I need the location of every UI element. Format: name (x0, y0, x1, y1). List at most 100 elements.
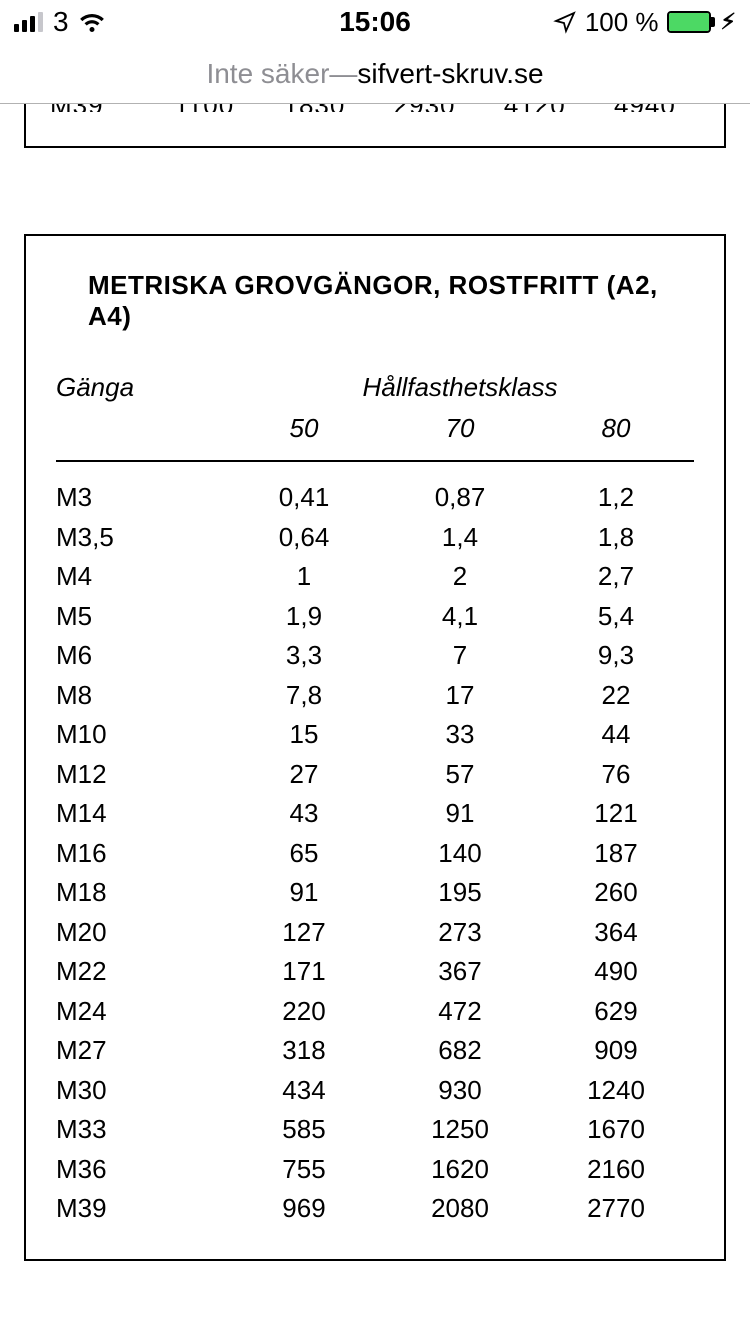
cell-value: 7 (382, 636, 538, 676)
cell-thread: M36 (56, 1150, 226, 1190)
table-row: M3675516202160 (56, 1150, 694, 1190)
cell-value: 15 (226, 715, 382, 755)
cell-thread: M30 (56, 1071, 226, 1111)
table-row: M30,410,871,2 (56, 478, 694, 518)
header-left: Gänga (56, 372, 226, 403)
cell-value: 3,3 (226, 636, 382, 676)
cell-thread: M18 (56, 873, 226, 913)
cell-value: 1620 (382, 1150, 538, 1190)
cell-value: 140 (382, 834, 538, 874)
carrier-label: 3 (53, 6, 69, 38)
cell-thread: M10 (56, 715, 226, 755)
table-row: M1891195260 (56, 873, 694, 913)
cell-value: 65 (226, 834, 382, 874)
main-table-card: METRISKA GROVGÄNGOR, ROSTFRITT (A2, A4) … (24, 234, 726, 1261)
cell-value: 629 (538, 992, 694, 1032)
cell-thread: M27 (56, 1031, 226, 1071)
cell-value: 1,9 (226, 597, 382, 637)
signal-bars-icon (14, 12, 43, 32)
battery-fill (669, 13, 709, 31)
url-bar[interactable]: Inte säker — sifvert-skruv.se (0, 44, 750, 104)
table-row: M51,94,15,4 (56, 597, 694, 637)
cell-value: 273 (382, 913, 538, 953)
cell-value: 1,4 (382, 518, 538, 558)
cell-thread: M22 (56, 952, 226, 992)
cell-value: 2080 (382, 1189, 538, 1229)
cell: M39 (50, 104, 149, 112)
cell-value: 0,87 (382, 478, 538, 518)
cell-thread: M6 (56, 636, 226, 676)
cell-value: 318 (226, 1031, 382, 1071)
table-header-row: Gänga Hållfasthetsklass (56, 372, 694, 403)
cell-value: 220 (226, 992, 382, 1032)
cell-thread: M4 (56, 557, 226, 597)
cell-thread: M3,5 (56, 518, 226, 558)
cell: 4120 (480, 104, 590, 112)
cell-thread: M5 (56, 597, 226, 637)
cell-value: 2160 (538, 1150, 694, 1190)
table-row: M3358512501670 (56, 1110, 694, 1150)
table-row: M20127273364 (56, 913, 694, 953)
cell-value: 260 (538, 873, 694, 913)
cell-value: 121 (538, 794, 694, 834)
cell-value: 57 (382, 755, 538, 795)
table-row: M22171367490 (56, 952, 694, 992)
cell-value: 195 (382, 873, 538, 913)
table-row: M4122,7 (56, 557, 694, 597)
cell-value: 1250 (382, 1110, 538, 1150)
cell-value: 2,7 (538, 557, 694, 597)
cell-value: 472 (382, 992, 538, 1032)
cell-value: 7,8 (226, 676, 382, 716)
location-icon (553, 10, 577, 34)
cell-value: 367 (382, 952, 538, 992)
table-title: METRISKA GROVGÄNGOR, ROSTFRITT (A2, A4) (88, 270, 694, 332)
cell-value: 930 (382, 1071, 538, 1111)
cell-value: 17 (382, 676, 538, 716)
cell-value: 91 (382, 794, 538, 834)
cell-value: 43 (226, 794, 382, 834)
cell-value: 682 (382, 1031, 538, 1071)
cell-thread: M3 (56, 478, 226, 518)
cell-value: 364 (538, 913, 694, 953)
table-row: M304349301240 (56, 1071, 694, 1111)
cell-value: 434 (226, 1071, 382, 1111)
cell-value: 2770 (538, 1189, 694, 1229)
table-row: M27318682909 (56, 1031, 694, 1071)
cell-thread: M14 (56, 794, 226, 834)
cell-thread: M39 (56, 1189, 226, 1229)
table-row: M63,379,3 (56, 636, 694, 676)
cell-value: 909 (538, 1031, 694, 1071)
cell-value: 5,4 (538, 597, 694, 637)
cell: 2930 (370, 104, 480, 112)
cell-value: 1240 (538, 1071, 694, 1111)
cell-value: 1670 (538, 1110, 694, 1150)
cell-value: 33 (382, 715, 538, 755)
cell: 1830 (259, 104, 369, 112)
page-content[interactable]: M39 1100 1830 2930 4120 4940 METRISKA GR… (0, 104, 750, 1334)
cell-thread: M33 (56, 1110, 226, 1150)
cell-value: 91 (226, 873, 382, 913)
header-right: Hållfasthetsklass (226, 372, 694, 403)
cell-thread: M16 (56, 834, 226, 874)
cell-thread: M12 (56, 755, 226, 795)
table-subheader-row: 50 70 80 (56, 413, 694, 462)
previous-table-partial: M39 1100 1830 2930 4120 4940 (24, 104, 726, 148)
url-separator: — (329, 58, 357, 90)
status-right: 100 % ⚡︎ (553, 7, 736, 38)
battery-percent: 100 % (585, 7, 659, 38)
charging-icon: ⚡︎ (721, 9, 736, 35)
cell-value: 127 (226, 913, 382, 953)
cell-value: 187 (538, 834, 694, 874)
cell-value: 2 (382, 557, 538, 597)
cell-value: 585 (226, 1110, 382, 1150)
cell-value: 969 (226, 1189, 382, 1229)
url-domain: sifvert-skruv.se (357, 58, 543, 90)
cell-value: 0,64 (226, 518, 382, 558)
cell-thread: M24 (56, 992, 226, 1032)
table-row: M144391121 (56, 794, 694, 834)
table-row: M3,50,641,41,8 (56, 518, 694, 558)
cell: 1100 (149, 104, 259, 112)
cell-value: 44 (538, 715, 694, 755)
table-row: M3996920802770 (56, 1189, 694, 1229)
cell-value: 1,2 (538, 478, 694, 518)
